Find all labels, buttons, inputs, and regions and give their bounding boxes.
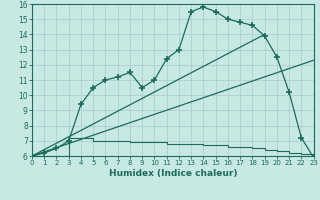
X-axis label: Humidex (Indice chaleur): Humidex (Indice chaleur) — [108, 169, 237, 178]
